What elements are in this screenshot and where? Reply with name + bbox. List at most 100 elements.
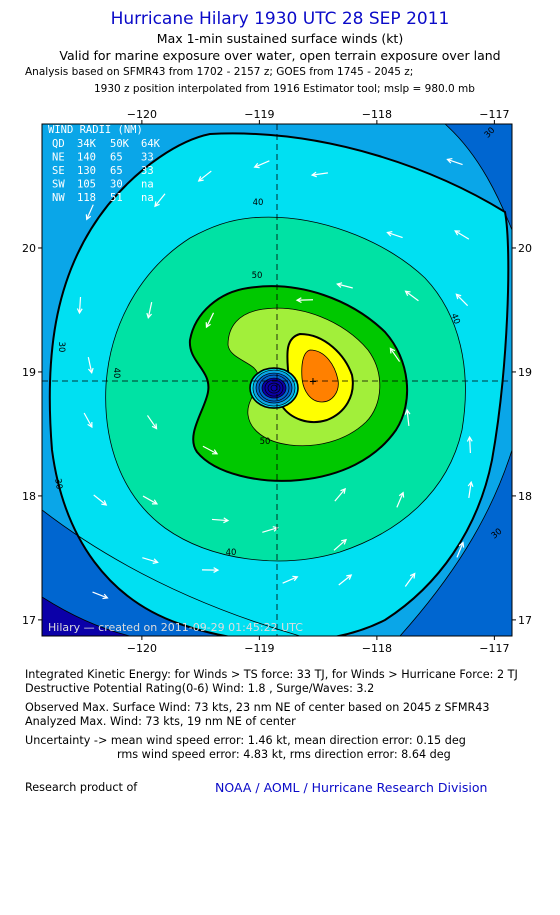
major-contour-lines: [48, 132, 510, 636]
x-tick-label-top: −119: [244, 108, 274, 121]
plot-frame: [41, 123, 513, 637]
wind-arrow: [446, 157, 463, 166]
max-wind-marker: +: [309, 374, 316, 388]
y-tick-label-right: 20: [518, 242, 532, 255]
wind-arrow: [93, 494, 108, 506]
wind-radii-column-header: 50K: [110, 138, 130, 150]
contour-label: 40: [111, 368, 121, 379]
wind-radii-cell: SE: [52, 165, 65, 177]
wind-radii-cell: 33: [141, 152, 154, 164]
y-tick-label-left: 18: [22, 490, 36, 503]
wind-arrow: [205, 312, 215, 329]
y-tick-label-right: 19: [518, 366, 532, 379]
wind-arrow: [197, 170, 212, 182]
band-80-plus: [301, 350, 339, 402]
wind-arrow: [389, 347, 401, 362]
contour-34kt: [48, 132, 510, 636]
wind-arrow: [334, 487, 346, 502]
x-tick-label-top: −117: [479, 108, 509, 121]
wind-radii-cell: 65: [110, 165, 123, 177]
contour-50kt: [188, 285, 409, 482]
wind-arrow: [92, 591, 109, 600]
wind-radii-heading: WIND RADII (NM): [48, 124, 143, 136]
contour-label: 30: [52, 478, 64, 490]
analyzed-max-wind: Analyzed Max. Wind: 73 kts, 19 nm NE of …: [25, 715, 296, 728]
wind-arrow: [386, 230, 403, 239]
wind-arrow: [404, 290, 419, 302]
wind-arrow: [201, 567, 220, 573]
wind-radii-cell: NE: [52, 152, 65, 164]
destructive-potential: Destructive Potential Rating(0-6) Wind: …: [25, 682, 375, 695]
x-tick-label-top: −120: [127, 108, 157, 121]
wind-arrow: [83, 412, 93, 429]
chart-subtitle-exposure: Valid for marine exposure over water, op…: [59, 48, 501, 63]
x-tick-label-bottom: −118: [362, 642, 392, 655]
contour-label: 50: [260, 437, 271, 447]
wind-radii-table: WIND RADII (NM) QD 34K 50K 64K NE 140 65 33 SE 13…: [48, 124, 161, 204]
axis-ticks: [38, 120, 516, 640]
wind-arrow: [253, 160, 270, 169]
contour-label: 40: [226, 548, 237, 558]
observed-max-wind: Observed Max. Surface Wind: 73 kts, 23 n…: [25, 701, 490, 714]
contour-60: [227, 307, 381, 447]
x-tick-label-bottom: −119: [244, 642, 274, 655]
created-watermark: Hilary — created on 2011-09-29 01:45:22 …: [48, 621, 303, 634]
credit-organization[interactable]: NOAA / AOML / Hurricane Research Divisio…: [215, 780, 488, 795]
wind-arrow: [146, 415, 158, 430]
wind-arrow: [295, 297, 314, 304]
wind-arrow: [87, 357, 94, 375]
wind-radii-cell: 30: [110, 179, 123, 191]
wind-radii-cell: 118: [77, 192, 96, 204]
uncertainty-rms: rms wind speed error: 4.83 kt, rms direc…: [117, 748, 451, 761]
wind-arrow: [404, 572, 416, 587]
axis-tick-labels: −120 −120 −119 −119 −118 −118 −117 −117 20 20 19 19…: [22, 108, 532, 655]
wind-radii-cell: na: [141, 179, 154, 191]
wind-arrow: [202, 445, 219, 455]
contour-label: 30: [56, 342, 66, 353]
contour-64kt: [280, 332, 354, 424]
wind-arrow: [467, 480, 474, 499]
wind-radii-cell: na: [141, 192, 154, 204]
chart-subtitle-winds: Max 1-min sustained surface winds (kt): [156, 31, 404, 46]
uncertainty-mean: Uncertainty -> mean wind speed error: 1.…: [25, 734, 466, 747]
contour-label: 50: [252, 271, 263, 281]
wind-radii-cell: 130: [77, 165, 96, 177]
band-lt10-southwest: [42, 597, 130, 636]
wind-radii-cell: 51: [110, 192, 123, 204]
y-tick-label-left: 20: [22, 242, 36, 255]
wind-arrow: [76, 296, 83, 315]
wind-arrow: [154, 193, 166, 208]
wind-direction-arrows: [76, 157, 474, 600]
analysis-note-sources: Analysis based on SFMR43 from 1702 - 215…: [25, 66, 414, 78]
wind-radii-cell: 140: [77, 152, 96, 164]
wind-arrow: [454, 230, 470, 240]
wind-arrow: [456, 541, 465, 558]
wind-radii-cell: NW: [52, 192, 65, 204]
wind-arrow: [404, 408, 411, 427]
contour-80: [301, 349, 339, 403]
wind-radii-column-header: 64K: [141, 138, 161, 150]
wind-arrow: [85, 204, 94, 221]
chart-title: Hurricane Hilary 1930 UTC 28 SEP 2011: [110, 9, 450, 29]
wind-radii-cell: SW: [52, 179, 65, 191]
wind-arrow: [262, 526, 279, 533]
band-10-20-northeast: [445, 124, 512, 230]
contour-20-southwest: [42, 509, 301, 636]
wind-radii-cell: 105: [77, 179, 96, 191]
contour-10-southwest: [42, 596, 131, 636]
y-tick-label-left: 19: [22, 366, 36, 379]
wind-arrow: [142, 495, 159, 505]
wind-arrow: [466, 435, 473, 454]
wind-arrow: [455, 293, 469, 307]
contour-label: 40: [253, 198, 264, 208]
wind-radii-column-header: 34K: [77, 138, 97, 150]
wind-arrow: [142, 557, 159, 564]
contour-40: [105, 216, 466, 562]
contour-label: 40: [448, 312, 461, 326]
y-tick-label-right: 17: [518, 614, 532, 627]
wind-arrow: [396, 491, 405, 508]
wind-radii-cell: 65: [110, 152, 123, 164]
